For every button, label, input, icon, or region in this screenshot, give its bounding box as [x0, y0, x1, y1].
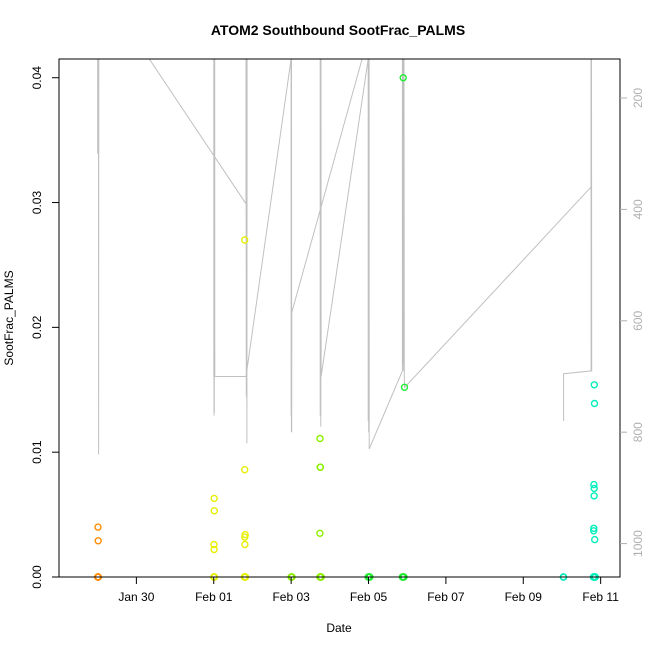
data-point	[400, 383, 409, 391]
pressure-trace-line	[97, 58, 593, 455]
y-tick-label: 0.04	[30, 66, 44, 90]
x-axis-label: Date	[326, 621, 352, 635]
data-point	[210, 540, 218, 549]
right-tick-label: 800	[631, 422, 645, 442]
data-point	[240, 466, 249, 474]
y-axis-label: SootFrac_PALMS	[2, 270, 16, 365]
data-point	[241, 540, 249, 549]
data-point	[241, 530, 249, 539]
y-tick-label: 0.03	[30, 191, 44, 215]
x-tick-label: Feb 01	[195, 590, 233, 604]
x-tick-label: Feb 05	[350, 590, 388, 604]
y-axis-right: 200 400 600 800 1000	[620, 88, 645, 557]
y-tick-label: 0.00	[30, 565, 44, 589]
right-tick-label: 600	[631, 310, 645, 330]
data-point	[590, 527, 598, 535]
data-point	[590, 524, 598, 532]
x-tick-label: Feb 03	[272, 590, 310, 604]
data-point	[399, 73, 407, 82]
data-point	[590, 492, 598, 500]
data-point	[590, 480, 598, 489]
y-tick-label: 0.02	[30, 315, 44, 339]
data-point	[210, 507, 219, 515]
x-tick-label: Feb 09	[505, 590, 543, 604]
data-points	[93, 73, 599, 581]
plot-frame	[58, 58, 621, 578]
data-point	[316, 434, 324, 443]
chart-title: ATOM2 Southbound SootFrac_PALMS	[211, 22, 465, 38]
data-point	[590, 381, 598, 389]
data-point	[590, 484, 598, 493]
pressure-trace	[97, 58, 593, 455]
right-tick-label: 1000	[631, 530, 645, 557]
right-tick-label: 400	[631, 199, 645, 219]
y-tick-label: 0.01	[30, 440, 44, 464]
x-axis: Jan 30 Feb 01 Feb 03 Feb 05 Feb 07 Feb 09 Feb …	[118, 577, 619, 604]
data-point	[316, 463, 325, 471]
x-tick-label: Feb 07	[427, 590, 465, 604]
data-point	[94, 523, 102, 531]
data-point	[590, 399, 599, 408]
data-point	[591, 535, 599, 544]
data-point	[210, 545, 218, 554]
y-axis: 0.00 0.01 0.02 0.03 0.04	[30, 66, 59, 589]
data-point	[210, 494, 218, 503]
right-tick-label: 200	[631, 88, 645, 108]
data-point	[316, 529, 324, 537]
data-point	[240, 236, 249, 244]
x-tick-label: Feb 11	[582, 590, 619, 604]
data-point	[94, 537, 102, 545]
x-tick-label: Jan 30	[118, 590, 154, 604]
